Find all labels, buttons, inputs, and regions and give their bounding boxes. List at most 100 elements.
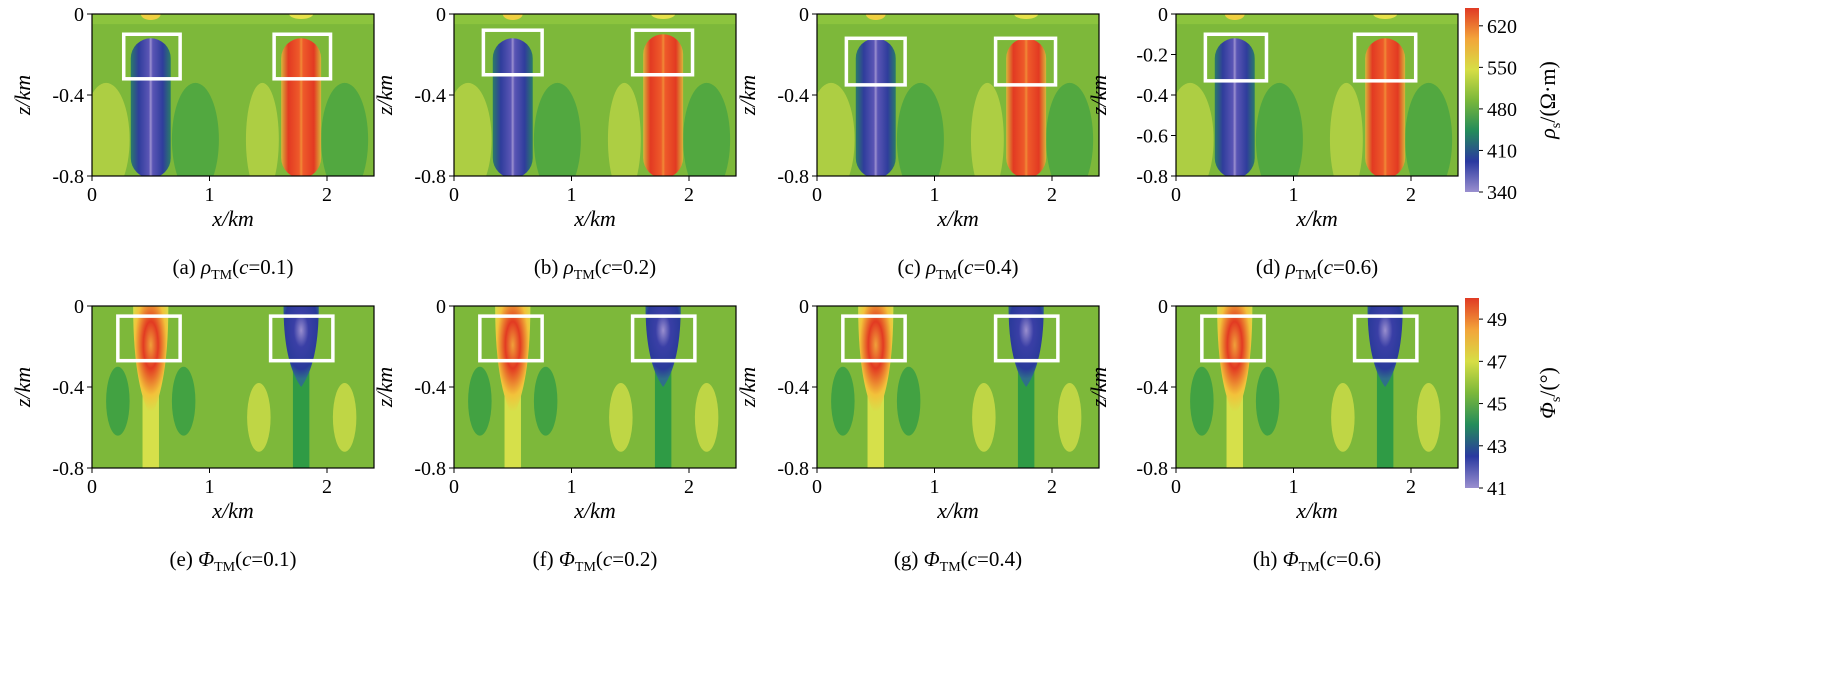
x-tick-label: 1: [567, 184, 577, 206]
caption-symbol: Φ: [1283, 547, 1299, 571]
caption-sub: TM: [936, 268, 958, 283]
caption-post: =0.4): [977, 547, 1022, 571]
colorbar-label-symbol: ρ: [1535, 128, 1560, 140]
caption-pre: (: [1320, 547, 1327, 571]
colorbar-tick-label: 41: [1487, 478, 1507, 500]
side-lobe: [171, 82, 219, 176]
y-tick-label: -0.6: [1136, 126, 1168, 148]
surface-bump: [140, 14, 161, 20]
panel-f: 0 1 2 0 -0.4 -0.8 x/km z/km (f) ΦTM(c=0.2): [372, 296, 737, 575]
colorbar-label-sub: s: [1549, 397, 1564, 402]
anomaly-tail: [1017, 366, 1035, 468]
x-tick-label: 0: [1171, 184, 1181, 206]
plot-area: [454, 306, 736, 468]
low-resistivity-anomaly: [130, 38, 171, 176]
colorbar-label-symbol: Φ: [1535, 402, 1560, 419]
anomaly-box: [630, 28, 695, 77]
y-axis-label: z/km: [735, 75, 760, 116]
panel-h: 0 1 2 0 -0.4 -0.8 x/km z/km (h) ΦTM(c=0.6): [1086, 296, 1459, 575]
panel-a: 0 1 2 0 -0.4 -0.8 x/km z/km (a) ρTM(c=0.1): [10, 4, 375, 283]
panel-d: 0 1 2 0 -0.2 -0.4 -0.6 -0.8 x/km z/km (d) ρTM(c=0.…: [1086, 4, 1459, 283]
caption-symbol: Φ: [198, 547, 214, 571]
panel-g: 0 1 2 0 -0.4 -0.8 x/km z/km (g) ΦTM(c=0.4): [735, 296, 1100, 575]
x-tick-label: 2: [1406, 184, 1416, 206]
colorbar-tick-label: 550: [1487, 57, 1517, 79]
anomaly-box: [993, 36, 1058, 87]
colorbar-label-unit: /(Ω·m): [1535, 61, 1560, 123]
y-tick-label: -0.8: [1136, 458, 1168, 480]
caption-pre: (: [596, 547, 603, 571]
caption-post: =0.4): [973, 255, 1018, 279]
surface-bump: [1373, 14, 1398, 19]
caption-ital: c: [603, 547, 613, 571]
caption-symbol: Φ: [559, 547, 575, 571]
x-tick-label: 1: [205, 476, 215, 498]
side-lobe: [694, 382, 719, 452]
surface-bump: [865, 14, 886, 20]
colorbar-tick-label: 410: [1487, 140, 1517, 162]
anomaly-box: [272, 32, 333, 81]
x-tick-label: 2: [1047, 184, 1057, 206]
side-lobe: [533, 82, 581, 176]
side-lobe: [1046, 82, 1094, 176]
plot-area: [92, 306, 374, 468]
caption-pre: (: [1317, 255, 1324, 279]
x-tick-label: 0: [449, 476, 459, 498]
panel-b: 0 1 2 0 -0.4 -0.8 x/km z/km (b) ρTM(c=0.2): [372, 4, 737, 283]
side-lobe: [1255, 82, 1303, 176]
x-tick-label: 1: [930, 476, 940, 498]
caption-pre: (: [957, 255, 964, 279]
anomaly-box: [841, 314, 907, 363]
anomaly-box: [481, 28, 544, 77]
side-lobe: [468, 366, 492, 436]
side-lobe: [1331, 382, 1355, 452]
caption-letter: (d): [1256, 255, 1286, 279]
caption-letter: (f): [533, 547, 559, 571]
anomaly-tail: [654, 366, 672, 468]
caption-post: =0.1): [251, 547, 296, 571]
anomaly-box: [630, 314, 697, 363]
plot-area: [1176, 14, 1458, 176]
surface-bump: [502, 14, 523, 20]
caption-ital: c: [964, 255, 974, 279]
caption-letter: (a): [172, 255, 201, 279]
x-tick-label: 2: [1047, 476, 1057, 498]
x-axis-label: x/km: [1295, 498, 1338, 523]
anomaly-box: [478, 314, 544, 363]
y-axis-label: z/km: [1086, 367, 1111, 408]
x-tick-label: 1: [205, 184, 215, 206]
side-lobe: [817, 82, 855, 176]
side-lobe: [970, 82, 1004, 176]
low-phase-anomaly: [1008, 306, 1044, 387]
caption-pre: (: [232, 255, 239, 279]
y-tick-label: 0: [74, 4, 84, 26]
panel-caption: (a) ρTM(c=0.1): [172, 255, 293, 283]
y-tick-label: -0.8: [52, 458, 84, 480]
surface-bump: [289, 14, 314, 19]
y-tick-label: -0.4: [52, 85, 84, 107]
side-lobe: [332, 382, 357, 452]
x-tick-label: 0: [449, 184, 459, 206]
y-tick-label: -0.4: [52, 377, 84, 399]
surface-layer: [454, 14, 736, 25]
high-resistivity-anomaly: [1365, 38, 1406, 176]
surface-bump: [651, 14, 676, 19]
x-tick-label: 1: [1289, 184, 1299, 206]
caption-post: =0.6): [1333, 255, 1378, 279]
low-phase-anomaly: [645, 306, 681, 387]
side-lobe: [1057, 382, 1082, 452]
caption-sub: TM: [574, 268, 596, 283]
colorbar-resistivity: 340 410 480 550 620 ρs/(Ω·m): [1465, 8, 1564, 204]
panel-caption: (c) ρTM(c=0.4): [897, 255, 1018, 283]
y-tick-label: -0.8: [414, 166, 446, 188]
y-tick-label: -0.4: [1136, 377, 1168, 399]
x-tick-label: 0: [1171, 476, 1181, 498]
y-tick-label: 0: [1158, 4, 1168, 26]
x-axis-label: x/km: [573, 498, 616, 523]
plot-area: [817, 14, 1099, 176]
x-tick-label: 1: [930, 184, 940, 206]
anomaly-box: [844, 36, 907, 87]
anomaly-box: [1200, 314, 1266, 363]
side-lobe: [1416, 382, 1441, 452]
caption-letter: (b): [534, 255, 564, 279]
